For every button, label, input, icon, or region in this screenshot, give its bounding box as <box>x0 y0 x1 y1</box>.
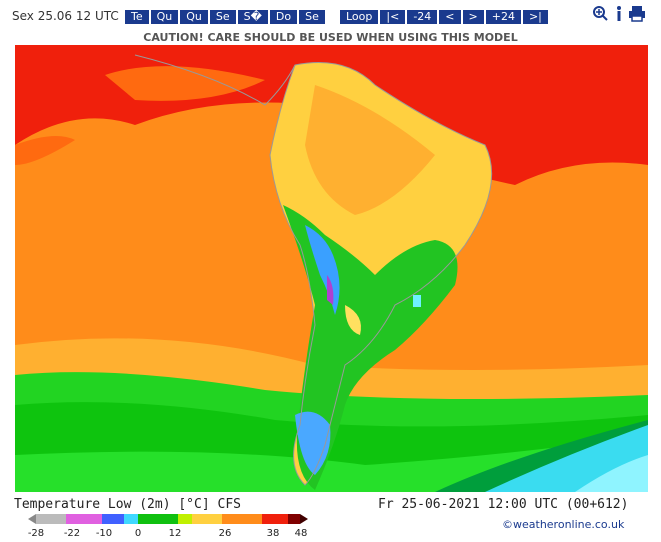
button[interactable]: Se <box>299 10 325 24</box>
run-date: Sex 25.06 12 UTC <box>12 9 119 23</box>
button[interactable]: Loop <box>340 10 379 24</box>
temperature-map <box>15 45 648 492</box>
info-icon[interactable] <box>617 6 621 21</box>
day-buttons: Te Qu Qu Se S� Do Se <box>125 10 325 24</box>
caution-note: CAUTION! CARE SHOULD BE USED WHEN USING … <box>143 31 518 44</box>
button[interactable]: < <box>439 10 461 24</box>
button[interactable]: -24 <box>407 10 438 24</box>
button[interactable]: Do <box>269 10 298 24</box>
button[interactable]: S� <box>237 10 268 24</box>
print-icon[interactable] <box>629 6 645 22</box>
scale-label: 12 <box>169 528 182 539</box>
button[interactable]: Qu <box>150 10 179 24</box>
toolbar-icons <box>593 6 645 22</box>
scale-label: -22 <box>64 528 80 539</box>
nav-buttons: Loop |< -24 < > +24 >| <box>340 10 548 24</box>
scale-label: 38 <box>267 528 280 539</box>
button[interactable]: +24 <box>485 10 521 24</box>
button[interactable]: Te <box>125 10 149 24</box>
color-scale: -28 -22 -10 0 12 26 38 48 <box>28 514 308 539</box>
zoom-icon[interactable] <box>593 6 608 21</box>
credit[interactable]: ©weatheronline.co.uk <box>502 518 625 531</box>
button[interactable]: > <box>462 10 484 24</box>
scale-label: 48 <box>295 528 308 539</box>
valid-time: Fr 25-06-2021 12:00 UTC (00+612) <box>378 497 629 512</box>
scale-label: -28 <box>28 528 44 539</box>
scale-label: -10 <box>96 528 112 539</box>
button[interactable]: Se <box>209 10 236 24</box>
button[interactable]: >| <box>522 10 548 24</box>
scale-label: 26 <box>219 528 232 539</box>
map-title: Temperature Low (2m) [°C] CFS <box>14 497 241 512</box>
scale-label: 0 <box>135 528 141 539</box>
button[interactable]: |< <box>380 10 406 24</box>
button[interactable]: Qu <box>180 10 208 24</box>
